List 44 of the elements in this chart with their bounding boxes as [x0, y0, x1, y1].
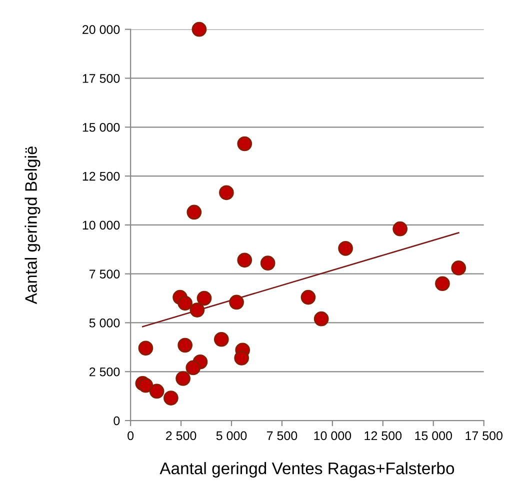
- x-tick-label: 2 500: [166, 431, 196, 440]
- point: [260, 256, 276, 271]
- x-axis-title: Aantal geringd Ventes Ragas+Falsterbo: [160, 462, 454, 478]
- point: [237, 136, 252, 152]
- point: [178, 296, 192, 311]
- point: [314, 311, 329, 326]
- point: [186, 360, 201, 376]
- point: [219, 185, 234, 200]
- point: [192, 22, 207, 37]
- y-axis-title: Aantal geringd België: [24, 146, 40, 304]
- x-tick-label: 0: [128, 431, 134, 440]
- x-tick-label: 15 000: [415, 431, 452, 440]
- point: [149, 384, 164, 399]
- point: [164, 390, 178, 406]
- y-tick-label: 20 000: [82, 25, 120, 34]
- x-tick-label: 5 000: [216, 431, 247, 440]
- x-tick-label: 10 000: [314, 431, 352, 440]
- point: [186, 204, 202, 220]
- point: [300, 290, 316, 305]
- point: [178, 338, 192, 353]
- point: [214, 332, 229, 347]
- point: [138, 378, 154, 393]
- x-tick-label: 7 500: [266, 431, 298, 440]
- y-tick-label: 15 000: [82, 122, 120, 132]
- point: [229, 294, 244, 310]
- point: [435, 276, 450, 292]
- point: [176, 371, 190, 386]
- y-tick-label: 5 000: [89, 318, 120, 328]
- y-tick-label: 10 000: [82, 220, 120, 230]
- y-tick-label: 2 500: [89, 367, 120, 376]
- y-tick-label: 0: [114, 416, 120, 426]
- point: [237, 252, 252, 268]
- point: [451, 260, 466, 276]
- y-tick-label: 17 500: [82, 74, 120, 83]
- point: [392, 221, 408, 236]
- point: [138, 340, 154, 356]
- y-tick-label: 12 500: [82, 172, 120, 181]
- point: [234, 350, 250, 366]
- point: [190, 302, 205, 318]
- point: [338, 240, 353, 256]
- x-tick-label: 12 500: [364, 431, 402, 440]
- x-tick-label: 17 500: [466, 431, 502, 440]
- y-tick-label: 7 500: [90, 270, 120, 278]
- point: [196, 290, 212, 306]
